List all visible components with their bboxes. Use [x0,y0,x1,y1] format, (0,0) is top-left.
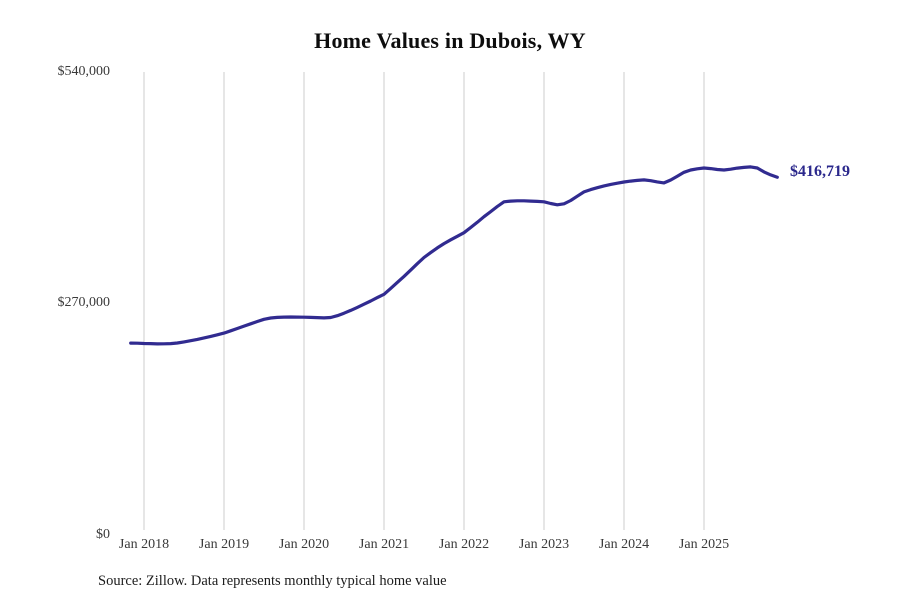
y-axis-tick-0: $0 [96,527,110,542]
x-axis-tick-jan-2019: Jan 2019 [198,537,250,552]
x-axis-tick-jan-2018: Jan 2018 [118,537,170,552]
y-axis-tick-540000: $540,000 [57,64,111,79]
chart-title: Home Values in Dubois, WY [314,28,586,53]
source-note: Source: Zillow. Data represents monthly … [98,573,447,589]
x-axis-tick-jan-2021: Jan 2021 [358,537,410,552]
x-axis-tick-jan-2024: Jan 2024 [598,537,650,552]
x-axis-tick-jan-2023: Jan 2023 [518,537,570,552]
x-axis-tick-jan-2025: Jan 2025 [678,537,730,552]
latest-value-label: $416,719 [790,163,850,180]
x-axis-tick-jan-2020: Jan 2020 [278,537,330,552]
home-value-line [129,165,779,346]
x-axis-tick-jan-2022: Jan 2022 [438,537,490,552]
y-axis-tick-270000: $270,000 [57,295,111,310]
